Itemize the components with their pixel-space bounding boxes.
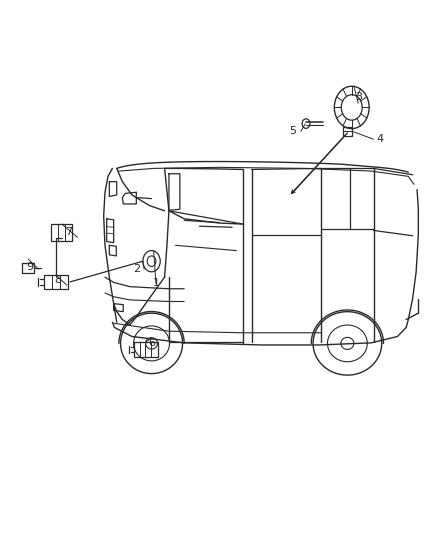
Text: 7: 7 (65, 227, 72, 237)
Text: 2: 2 (133, 264, 140, 274)
Text: 9: 9 (26, 262, 33, 271)
Bar (343, 126, 352, 136)
Bar (44, 275, 68, 289)
Bar (134, 342, 158, 357)
Text: 6: 6 (148, 338, 155, 349)
Text: 1: 1 (152, 278, 159, 288)
Text: 4: 4 (377, 134, 384, 144)
Text: 8: 8 (54, 274, 61, 285)
Text: 3: 3 (355, 92, 362, 102)
Text: 5: 5 (290, 126, 297, 136)
Bar (51, 224, 72, 241)
